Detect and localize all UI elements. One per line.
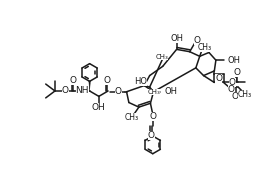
- Text: O: O: [62, 86, 69, 96]
- Text: O: O: [149, 112, 156, 121]
- Text: O: O: [228, 85, 235, 94]
- Text: OH: OH: [170, 34, 183, 43]
- Text: OH: OH: [164, 87, 177, 96]
- Text: O: O: [228, 78, 235, 87]
- Text: O: O: [216, 74, 222, 83]
- Text: NH: NH: [76, 86, 89, 96]
- Text: O: O: [148, 131, 155, 140]
- Text: O: O: [69, 76, 76, 85]
- Text: O: O: [232, 92, 239, 101]
- Text: CH₃: CH₃: [125, 114, 139, 122]
- Text: O: O: [115, 87, 122, 96]
- Text: HO: HO: [134, 77, 147, 86]
- Text: CH₃: CH₃: [155, 54, 168, 60]
- Text: O: O: [233, 68, 240, 77]
- Text: CH₃: CH₃: [147, 89, 160, 95]
- Text: O: O: [194, 36, 201, 45]
- Polygon shape: [89, 81, 90, 91]
- Text: CH₃: CH₃: [238, 90, 252, 99]
- Text: O: O: [103, 76, 110, 85]
- Text: OH: OH: [92, 103, 106, 112]
- Text: OH: OH: [227, 56, 241, 65]
- Text: CH₃: CH₃: [198, 43, 212, 52]
